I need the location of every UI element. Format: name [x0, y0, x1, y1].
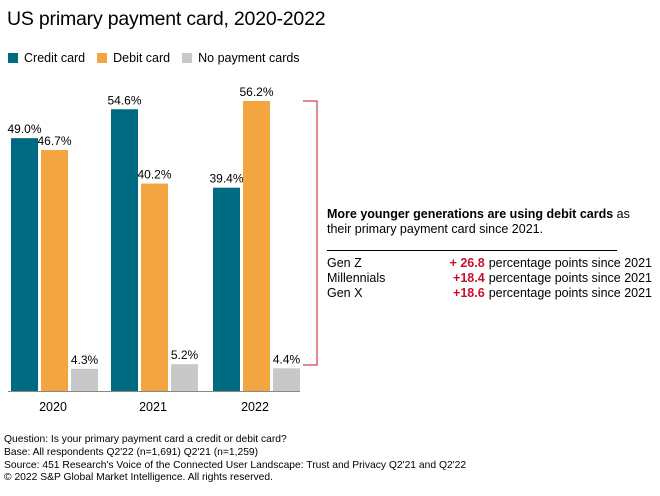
bar-no-payment-cards-2021 — [171, 364, 198, 391]
footnote-question: Question: Is your primary payment card a… — [4, 434, 287, 445]
legend-item-credit: Credit card — [8, 51, 85, 65]
change-text: percentage points since 2021 — [488, 286, 652, 300]
bar-debit-card-2020 — [41, 150, 68, 391]
data-label: 4.4% — [273, 352, 301, 366]
generation-label: Millennials — [327, 271, 386, 285]
data-label: 49.0% — [7, 122, 41, 136]
chart-title: US primary payment card, 2020-2022 — [7, 8, 326, 30]
footnotes: Question: Is your primary payment card a… — [4, 434, 466, 485]
callout-row-genx: Gen X +18.6 percentage points since 2021 — [327, 286, 652, 301]
change-value: + 26.8 — [449, 256, 485, 270]
generation-label: Gen Z — [327, 256, 362, 270]
bar-no-payment-cards-2022 — [273, 368, 300, 391]
change-value: +18.6 — [453, 286, 485, 300]
legend-item-debit: Debit card — [97, 51, 170, 65]
footnote-source: Source: 451 Research's Voice of the Conn… — [4, 459, 467, 471]
change-value: +18.4 — [453, 271, 485, 285]
legend-label-credit: Credit card — [24, 51, 86, 65]
data-label: 39.4% — [209, 172, 243, 186]
bar-debit-card-2022 — [243, 101, 270, 391]
legend-swatch-none — [182, 53, 193, 63]
bar-credit-card-2020 — [11, 138, 38, 391]
x-tick-label: 2022 — [241, 400, 269, 414]
legend-label-none: No payment cards — [198, 51, 300, 65]
callout-text: More younger generations are using debit… — [327, 207, 652, 237]
data-label: 54.6% — [107, 93, 141, 107]
callout-bracket — [303, 100, 318, 366]
change-text: percentage points since 2021 — [488, 271, 652, 285]
bar-credit-card-2022 — [213, 187, 240, 391]
legend: Credit card Debit card No payment cards — [8, 51, 300, 65]
data-label: 5.2% — [171, 348, 199, 362]
callout-row-millennials: Millennials +18.4 percentage points sinc… — [327, 271, 652, 286]
bar-credit-card-2021 — [111, 109, 138, 391]
callout-row-genz: Gen Z + 26.8 percentage points since 202… — [327, 256, 652, 271]
legend-label-debit: Debit card — [113, 51, 171, 65]
callout-rest-text: as their primary payment card since 2021… — [327, 207, 630, 236]
data-label: 46.7% — [37, 134, 71, 148]
data-label: 4.3% — [71, 353, 99, 367]
bar-no-payment-cards-2020 — [71, 368, 98, 391]
data-label: 40.2% — [137, 168, 171, 182]
change-text: percentage points since 2021 — [488, 256, 652, 270]
legend-item-none: No payment cards — [182, 51, 300, 65]
generation-label: Gen X — [327, 286, 363, 300]
callout-divider — [327, 250, 617, 251]
x-tick-label: 2020 — [39, 400, 67, 414]
footnote-copyright: © 2022 S&P Global Market Intelligence. A… — [4, 472, 273, 484]
callout-bold-text: More younger generations are using debit… — [327, 207, 614, 221]
callout-box: More younger generations are using debit… — [327, 207, 652, 301]
legend-swatch-debit — [97, 53, 108, 63]
x-tick-label: 2021 — [139, 400, 167, 414]
data-label: 56.2% — [239, 85, 273, 99]
footnote-base: Base: All respondents Q2'22 (n=1,691) Q2… — [4, 446, 259, 458]
bar-debit-card-2021 — [141, 183, 168, 391]
legend-swatch-credit — [8, 53, 18, 63]
